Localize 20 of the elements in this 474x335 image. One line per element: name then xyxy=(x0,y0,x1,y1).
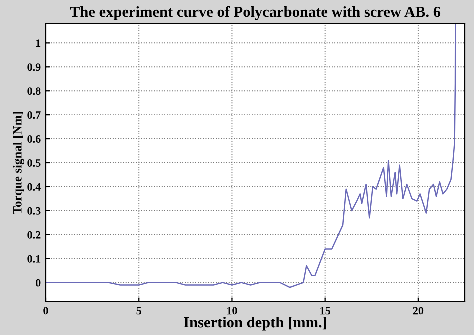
y-tick-label: 1 xyxy=(36,40,41,48)
x-axis-title: Insertion depth [mm.] xyxy=(184,316,326,331)
x-tick-label: 20 xyxy=(413,307,424,315)
y-tick-label: 0.6 xyxy=(28,136,41,144)
chart-title: The experiment curve of Polycarbonate with screw AB. 6 xyxy=(70,6,441,20)
y-tick-label: 0.4 xyxy=(28,183,41,191)
y-tick-label: 0.9 xyxy=(28,64,41,72)
x-tick-label: 15 xyxy=(320,307,330,315)
line-series xyxy=(46,24,456,288)
y-axis-title: Torque signal [Nm] xyxy=(13,112,24,215)
x-tick-label: 0 xyxy=(44,307,48,315)
y-tick-label: 0 xyxy=(36,279,41,287)
x-tick-label: 10 xyxy=(228,307,238,315)
y-tick-label: 0.2 xyxy=(28,231,41,239)
y-tick-label: 0.7 xyxy=(28,112,41,120)
y-tick-label: 0.8 xyxy=(28,88,41,96)
x-tick-label: 5 xyxy=(136,307,142,315)
y-tick-label: 0.3 xyxy=(28,207,41,215)
y-tick-label: 0.5 xyxy=(28,159,41,168)
y-tick-label: 0.1 xyxy=(28,255,41,263)
